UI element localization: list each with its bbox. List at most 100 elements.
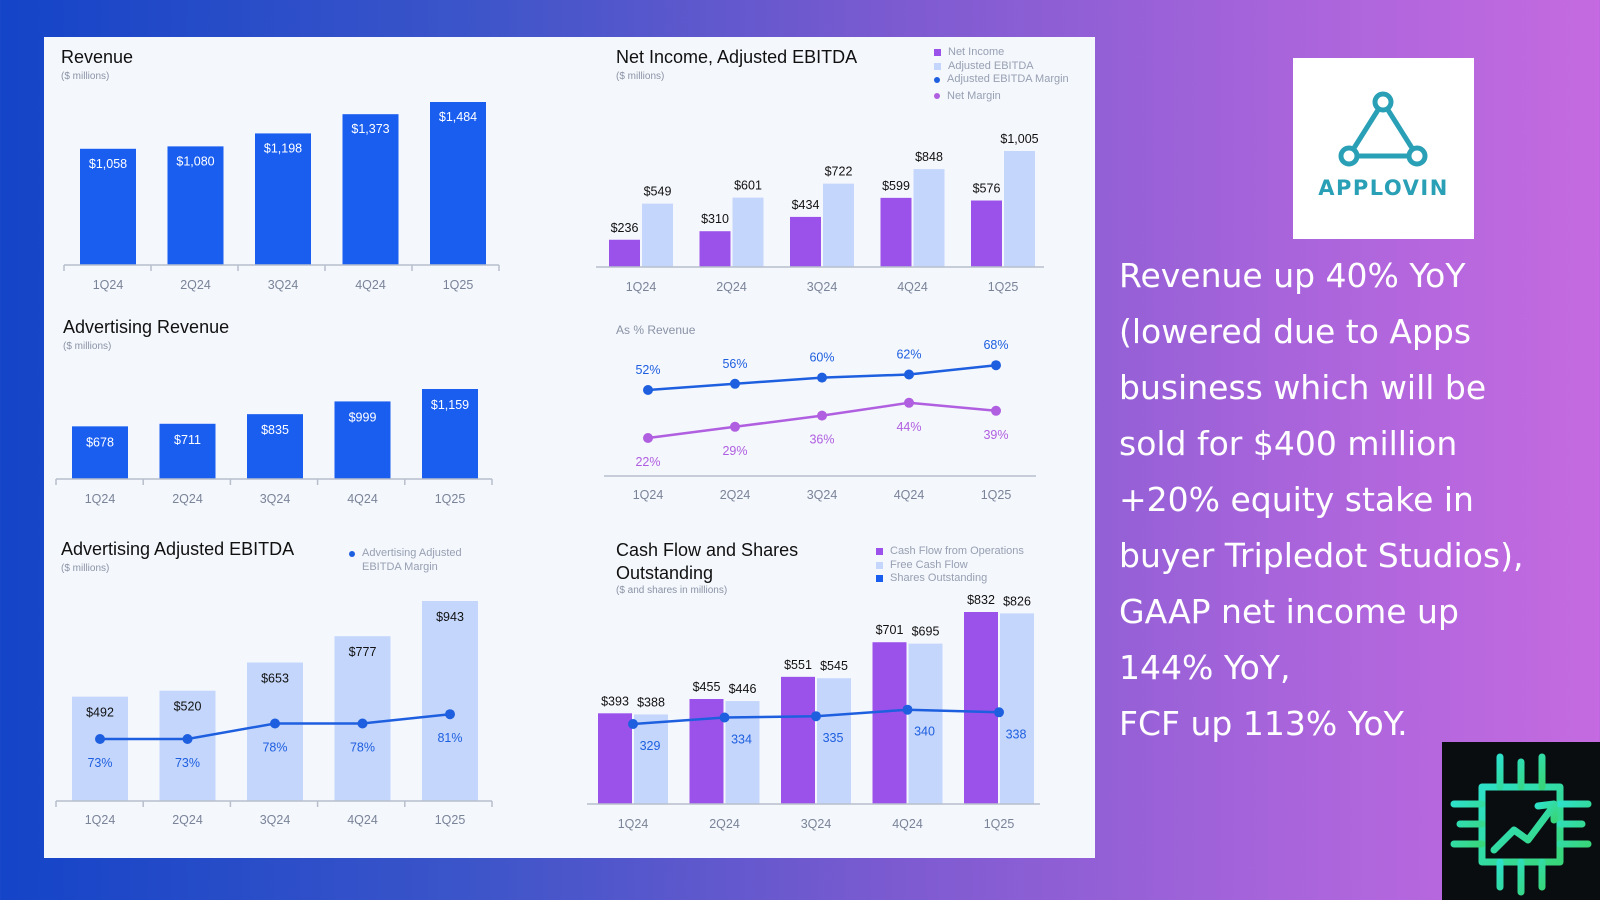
legend-label: Advertising Adjusted EBITDA Margin xyxy=(362,547,462,573)
legend-label: Free Cash Flow xyxy=(890,558,968,571)
net-income-x-tick-label: 3Q24 xyxy=(807,280,838,294)
revenue-chart: $1,058 $1,080 $1,198 $1,373 $1,484 1Q24 2Q24 3Q… xyxy=(55,102,1044,831)
ad-revenue-x-tick-label: 1Q24 xyxy=(85,492,116,506)
ebitda-margin-label: 52% xyxy=(635,363,660,377)
ad-ebitda-bar-value-label: $653 xyxy=(261,672,289,686)
free-cash-flow-bar xyxy=(817,678,851,804)
ad-revenue-bar xyxy=(334,401,391,479)
ad-ebitda-chart-subtitle: ($ millions) xyxy=(61,563,110,574)
margin-x-tick-label: 1Q25 xyxy=(981,488,1012,502)
ad-revenue-chart-subtitle: ($ millions) xyxy=(63,341,112,352)
ad-ebitda-margin-point xyxy=(445,709,455,720)
net-income-legend: Net Income Adjusted EBITDA Adjusted EBIT… xyxy=(934,46,1069,103)
revenue-x-tick-label: 4Q24 xyxy=(355,278,386,292)
net-income-x-tick-label: 2Q24 xyxy=(716,280,747,294)
ad-ebitda-margin-point xyxy=(182,734,193,744)
ad-revenue-bar xyxy=(72,426,128,479)
margin-x-tick-label: 2Q24 xyxy=(720,488,751,502)
revenue-chart-title: Revenue xyxy=(61,47,134,67)
net-income-bar xyxy=(971,200,1002,267)
legend-label: Adjusted EBITDA xyxy=(948,59,1034,72)
net-margin-label: 22% xyxy=(635,455,660,469)
ad-ebitda-margin-label: 73% xyxy=(175,756,200,770)
ebitda-margin-point xyxy=(817,372,827,383)
margin-x-tick-label: 4Q24 xyxy=(894,488,925,502)
cash-flow-x-tick-label: 4Q24 xyxy=(892,817,923,831)
revenue-x-tick-label: 2Q24 xyxy=(180,278,211,292)
ad-ebitda-bar xyxy=(159,690,216,801)
cash-flow-ops-bar xyxy=(689,699,724,804)
revenue-x-tick-label: 3Q24 xyxy=(268,278,299,292)
net-income-chart-subtitle: ($ millions) xyxy=(616,71,665,82)
legend-swatch xyxy=(934,49,941,57)
ebitda-margin-label: 68% xyxy=(983,338,1008,352)
cash-flow-legend: Cash Flow from Operations Free Cash Flow… xyxy=(876,545,1024,586)
net-income-value-label: $310 xyxy=(701,212,729,226)
adjusted-ebitda-bar xyxy=(913,169,945,267)
revenue-bar xyxy=(430,102,486,265)
net-income-bar xyxy=(880,197,912,267)
ebitda-margin-label: 60% xyxy=(809,351,834,365)
legend-label: Adjusted EBITDA Margin xyxy=(947,73,1069,85)
shares-outstanding-label: 329 xyxy=(640,739,661,753)
ebitda-margin-label: 56% xyxy=(722,357,747,371)
cash-flow-ops-value-label: $832 xyxy=(967,593,995,607)
ad-ebitda-legend: Advertising Adjusted EBITDA Margin xyxy=(349,547,479,574)
net-income-bar xyxy=(699,231,731,267)
shares-outstanding-point xyxy=(628,719,638,729)
adjusted-ebitda-value-label: $722 xyxy=(825,165,853,179)
free-cash-flow-value-label: $545 xyxy=(820,659,848,673)
shares-outstanding-point xyxy=(902,704,913,715)
ad-revenue-bar xyxy=(422,389,478,479)
ad-ebitda-x-tick-label: 2Q24 xyxy=(172,813,203,827)
shares-outstanding-point xyxy=(994,707,1004,718)
ad-revenue-x-tick-label: 2Q24 xyxy=(172,492,203,506)
ad-ebitda-margin-label: 78% xyxy=(350,741,375,755)
revenue-chart-subtitle: ($ millions) xyxy=(61,71,110,82)
revenue-bar xyxy=(80,148,136,265)
net-margin-label: 36% xyxy=(809,433,834,447)
revenue-bar xyxy=(167,146,224,265)
net-income-value-label: $434 xyxy=(792,198,820,212)
legend-swatch xyxy=(876,575,883,583)
net-income-chart-title: Net Income, Adjusted EBITDA xyxy=(616,47,858,67)
legend-swatch xyxy=(876,561,883,569)
ad-ebitda-x-tick-label: 3Q24 xyxy=(260,813,291,827)
net-margin-point xyxy=(904,397,914,408)
legend-label: Shares Outstanding xyxy=(890,572,988,584)
free-cash-flow-value-label: $826 xyxy=(1003,594,1031,608)
ad-ebitda-margin-point xyxy=(270,718,280,729)
cash-flow-ops-value-label: $455 xyxy=(693,680,721,694)
adjusted-ebitda-value-label: $549 xyxy=(644,185,672,199)
shares-outstanding-label: 340 xyxy=(914,725,935,739)
cash-flow-ops-value-label: $551 xyxy=(784,658,812,672)
shares-outstanding-label: 338 xyxy=(1006,727,1027,741)
revenue-x-tick-label: 1Q24 xyxy=(93,278,124,292)
cash-flow-x-tick-label: 2Q24 xyxy=(709,817,740,831)
ad-ebitda-bar xyxy=(247,662,303,801)
legend-label: Cash Flow from Operations xyxy=(890,545,1024,557)
dashboard-panel: Revenue ($ millions) $1,058 $1,080 $1,198 $… xyxy=(44,37,1095,858)
headline-text: Revenue up 40% YoY (lowered due to Apps … xyxy=(1119,256,1524,743)
revenue-bar-value-label: $1,484 xyxy=(439,110,477,124)
applovin-logo-wordmark: APPLOVIN xyxy=(1318,176,1449,200)
ad-ebitda-chart-title: Advertising Adjusted EBITDA xyxy=(61,539,295,559)
net-margin-point xyxy=(730,421,740,432)
net-margin-point xyxy=(643,433,653,443)
margin-chart-title: As % Revenue xyxy=(616,323,696,337)
net-income-x-tick-label: 1Q25 xyxy=(988,280,1019,294)
net-margin-point xyxy=(991,405,1001,416)
free-cash-flow-bar xyxy=(908,643,943,804)
legend-swatch xyxy=(876,548,883,556)
free-cash-flow-bar xyxy=(1000,613,1034,804)
net-margin-label: 29% xyxy=(722,444,747,458)
shares-outstanding-point xyxy=(719,712,730,723)
cash-flow-ops-value-label: $701 xyxy=(876,623,904,637)
ad-revenue-bar xyxy=(159,423,216,479)
ad-revenue-x-tick-label: 3Q24 xyxy=(260,492,291,506)
adjusted-ebitda-bar xyxy=(823,183,854,267)
cash-flow-ops-value-label: $393 xyxy=(601,694,629,708)
free-cash-flow-value-label: $695 xyxy=(912,625,940,639)
ad-ebitda-bar-value-label: $943 xyxy=(436,610,464,624)
cash-flow-ops-bar xyxy=(781,676,815,804)
